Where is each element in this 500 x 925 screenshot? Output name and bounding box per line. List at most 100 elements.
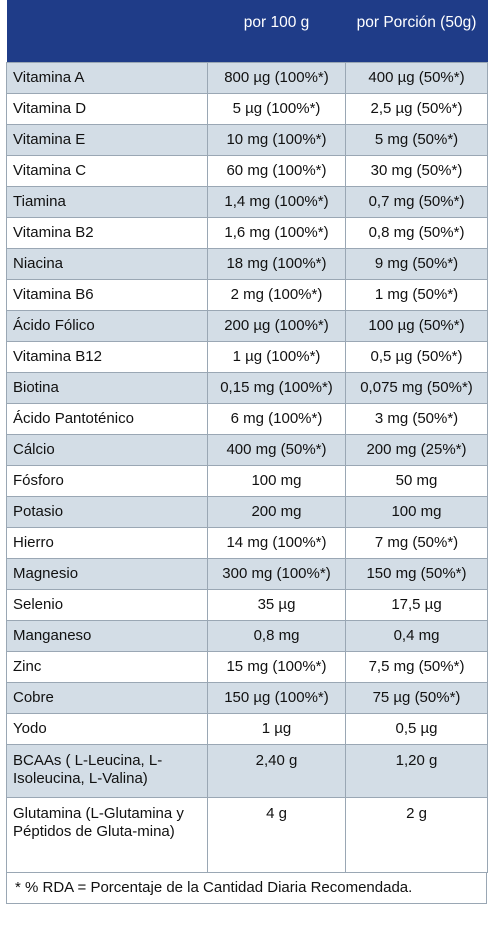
nutrient-name: Glutamina (L-Glutamina y Péptidos de Glu… [6, 796, 208, 873]
table-row: Manganeso 0,8 mg 0,4 mg [6, 619, 488, 652]
value-per-serving: 0,075 mg (50%*) [345, 371, 488, 404]
value-per-serving: 0,7 mg (50%*) [345, 185, 488, 218]
nutrient-name: Zinc [6, 650, 208, 683]
value-per-100g: 10 mg (100%*) [207, 123, 346, 156]
value-per-serving: 75 µg (50%*) [345, 681, 488, 714]
table-row: Yodo 1 µg 0,5 µg [6, 712, 488, 745]
value-per-serving: 7,5 mg (50%*) [345, 650, 488, 683]
value-per-serving: 0,5 µg [345, 712, 488, 745]
nutrient-name: Magnesio [6, 557, 208, 590]
nutrient-name: Ácido Fólico [6, 309, 208, 342]
value-per-serving: 17,5 µg [345, 588, 488, 621]
value-per-100g: 800 µg (100%*) [207, 61, 346, 94]
header-per-serving: por Porción (50g) [345, 0, 488, 62]
nutrient-name: Vitamina B12 [6, 340, 208, 373]
value-per-serving: 400 µg (50%*) [345, 61, 488, 94]
table-row: Selenio 35 µg 17,5 µg [6, 588, 488, 621]
nutrition-table-container: por 100 g por Porción (50g) Vitamina A 80… [6, 0, 488, 904]
value-per-100g: 5 µg (100%*) [207, 92, 346, 125]
value-per-100g: 0,8 mg [207, 619, 346, 652]
value-per-100g: 60 mg (100%*) [207, 154, 346, 187]
value-per-serving: 0,5 µg (50%*) [345, 340, 488, 373]
value-per-serving: 50 mg [345, 464, 488, 497]
table-row: BCAAs ( L-Leucina, L-Isoleucina, L-Valin… [6, 743, 488, 798]
nutrient-name: Yodo [6, 712, 208, 745]
table-row: Hierro 14 mg (100%*) 7 mg (50%*) [6, 526, 488, 559]
value-per-serving: 0,4 mg [345, 619, 488, 652]
nutrient-name: Fósforo [6, 464, 208, 497]
value-per-serving: 30 mg (50%*) [345, 154, 488, 187]
value-per-100g: 300 mg (100%*) [207, 557, 346, 590]
value-per-100g: 1,4 mg (100%*) [207, 185, 346, 218]
nutrient-name: Vitamina B6 [6, 278, 208, 311]
value-per-100g: 1 µg (100%*) [207, 340, 346, 373]
table-row: Niacina 18 mg (100%*) 9 mg (50%*) [6, 247, 488, 280]
table-row: Ácido Pantoténico 6 mg (100%*) 3 mg (50%*) [6, 402, 488, 435]
value-per-100g: 15 mg (100%*) [207, 650, 346, 683]
value-per-serving: 100 µg (50%*) [345, 309, 488, 342]
value-per-serving: 3 mg (50%*) [345, 402, 488, 435]
table-row: Ácido Fólico 200 µg (100%*) 100 µg (50%*) [6, 309, 488, 342]
nutrient-name: Biotina [6, 371, 208, 404]
header-row: por 100 g por Porción (50g) [6, 0, 488, 62]
value-per-serving: 100 mg [345, 495, 488, 528]
value-per-serving: 9 mg (50%*) [345, 247, 488, 280]
table-row: Vitamina E 10 mg (100%*) 5 mg (50%*) [6, 123, 488, 156]
value-per-serving: 5 mg (50%*) [345, 123, 488, 156]
nutrient-name: Cobre [6, 681, 208, 714]
nutrient-name: Potasio [6, 495, 208, 528]
nutrient-name: Niacina [6, 247, 208, 280]
value-per-100g: 1 µg [207, 712, 346, 745]
nutrient-name: Selenio [6, 588, 208, 621]
table-row: Vitamina C 60 mg (100%*) 30 mg (50%*) [6, 154, 488, 187]
value-per-100g: 200 mg [207, 495, 346, 528]
footnote: * % RDA = Porcentaje de la Cantidad Diar… [6, 872, 487, 904]
nutrition-table: por 100 g por Porción (50g) Vitamina A 80… [6, 0, 488, 873]
value-per-100g: 0,15 mg (100%*) [207, 371, 346, 404]
nutrient-name: Ácido Pantoténico [6, 402, 208, 435]
value-per-100g: 100 mg [207, 464, 346, 497]
nutrient-name: Vitamina C [6, 154, 208, 187]
nutrient-name: Vitamina A [6, 61, 208, 94]
table-row: Vitamina B6 2 mg (100%*) 1 mg (50%*) [6, 278, 488, 311]
value-per-100g: 2 mg (100%*) [207, 278, 346, 311]
nutrient-name: Vitamina B2 [6, 216, 208, 249]
table-row: Cálcio 400 mg (50%*) 200 mg (25%*) [6, 433, 488, 466]
table-row: Glutamina (L-Glutamina y Péptidos de Glu… [6, 796, 488, 873]
value-per-100g: 18 mg (100%*) [207, 247, 346, 280]
value-per-100g: 150 µg (100%*) [207, 681, 346, 714]
value-per-100g: 14 mg (100%*) [207, 526, 346, 559]
table-row: Vitamina B12 1 µg (100%*) 0,5 µg (50%*) [6, 340, 488, 373]
value-per-100g: 35 µg [207, 588, 346, 621]
value-per-100g: 1,6 mg (100%*) [207, 216, 346, 249]
value-per-serving: 1,20 g [345, 743, 488, 798]
value-per-serving: 150 mg (50%*) [345, 557, 488, 590]
table-row: Fósforo 100 mg 50 mg [6, 464, 488, 497]
table-row: Biotina 0,15 mg (100%*) 0,075 mg (50%*) [6, 371, 488, 404]
header-per-100g: por 100 g [207, 0, 346, 62]
nutrient-name: BCAAs ( L-Leucina, L-Isoleucina, L-Valin… [6, 743, 208, 798]
nutrient-name: Cálcio [6, 433, 208, 466]
value-per-100g: 6 mg (100%*) [207, 402, 346, 435]
value-per-100g: 200 µg (100%*) [207, 309, 346, 342]
value-per-serving: 7 mg (50%*) [345, 526, 488, 559]
table-row: Magnesio 300 mg (100%*) 150 mg (50%*) [6, 557, 488, 590]
header-nutrient [6, 0, 208, 62]
nutrient-name: Hierro [6, 526, 208, 559]
value-per-serving: 0,8 mg (50%*) [345, 216, 488, 249]
value-per-serving: 200 mg (25%*) [345, 433, 488, 466]
value-per-serving: 1 mg (50%*) [345, 278, 488, 311]
value-per-100g: 4 g [207, 796, 346, 873]
table-row: Potasio 200 mg 100 mg [6, 495, 488, 528]
table-row: Zinc 15 mg (100%*) 7,5 mg (50%*) [6, 650, 488, 683]
nutrient-name: Vitamina E [6, 123, 208, 156]
value-per-100g: 2,40 g [207, 743, 346, 798]
nutrient-name: Vitamina D [6, 92, 208, 125]
value-per-serving: 2 g [345, 796, 488, 873]
nutrient-name: Manganeso [6, 619, 208, 652]
table-row: Cobre 150 µg (100%*) 75 µg (50%*) [6, 681, 488, 714]
table-row: Vitamina A 800 µg (100%*) 400 µg (50%*) [6, 61, 488, 94]
nutrient-name: Tiamina [6, 185, 208, 218]
table-body: Vitamina A 800 µg (100%*) 400 µg (50%*) Vit… [6, 61, 488, 873]
